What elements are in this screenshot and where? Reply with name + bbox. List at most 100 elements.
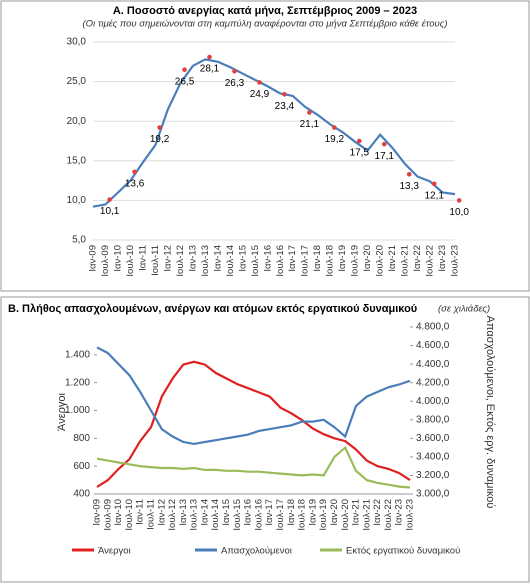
x-tick-label: Ιαν-14 [199, 499, 210, 526]
point [232, 69, 237, 74]
x-tick-label: Ιαν-17 [264, 499, 275, 526]
x-tick-label: Ιαν-13 [178, 499, 189, 526]
x-tick-label: Ιαν-20 [329, 499, 340, 526]
x-tick-label: Ιαν-22 [372, 499, 383, 526]
x-tick-label: Ιαν-12 [162, 245, 173, 272]
x-tick-label: Ιαν-17 [287, 245, 298, 272]
x-tick-label: Ιαν-09 [92, 499, 103, 526]
point [182, 67, 187, 73]
point-label: 17,1 [375, 151, 395, 162]
x-tick-label: Ιουλ-19 [350, 245, 361, 277]
x-tick-label: Ιουλ-15 [250, 245, 261, 277]
point-label: 13,6 [125, 179, 145, 190]
legend-label: Απασχολούμενοι [221, 546, 292, 557]
y2-tick-label: 3.800,0 [416, 414, 450, 425]
x-tick-label: Ιουλ-13 [189, 499, 200, 531]
point-label: 21,1 [300, 119, 320, 130]
y2-tick-label: 3.200,0 [416, 470, 450, 481]
point [431, 181, 437, 187]
x-tick-label: Ιαν-18 [286, 499, 297, 526]
point [356, 138, 362, 144]
x-tick-label: Ιαν-16 [243, 499, 254, 526]
y-tick-label: 600 [73, 461, 90, 472]
x-tick-label: Ιαν-13 [187, 245, 198, 272]
x-tick-label: Ιαν-10 [113, 499, 124, 526]
x-tick-label: Ιουλ-12 [175, 245, 186, 277]
x-tick-label: Ιαν-19 [337, 245, 348, 272]
series-line [96, 360, 411, 488]
point [157, 125, 162, 130]
x-tick-label: Ιουλ-21 [361, 499, 372, 531]
point-label: 17,5 [350, 148, 370, 159]
point [107, 197, 112, 202]
y2-tick-label: 4.600,0 [416, 340, 450, 351]
x-tick-label: Ιουλ-12 [167, 499, 178, 531]
chart-subtitle: (σε χιλιάδες) [438, 304, 490, 315]
x-tick-label: Ιαν-22 [412, 245, 423, 272]
y-tick-label: 1.400 [65, 349, 90, 360]
x-tick-label: Ιουλ-17 [275, 499, 286, 531]
point-label: 23,4 [275, 101, 295, 112]
x-tick-label: Ιαν-21 [351, 499, 362, 526]
y2-tick-label: 3.000,0 [416, 489, 450, 500]
y-tick-label: 1.000 [65, 405, 90, 416]
point [332, 125, 337, 130]
point-label: 10,0 [449, 207, 469, 218]
y-tick-label: 400 [73, 489, 90, 500]
y-tick-label: 30,0 [67, 37, 87, 48]
x-tick-label: Ιουλ-20 [375, 245, 386, 277]
point [207, 54, 212, 60]
x-tick-label: Ιουλ-23 [405, 499, 416, 531]
y2-tick-label: 4.800,0 [416, 322, 450, 333]
x-tick-label: Ιουλ-17 [300, 245, 311, 277]
point-label: 19,2 [325, 134, 345, 145]
x-tick-label: Ιαν-12 [156, 499, 167, 526]
x-tick-label: Ιαν-15 [237, 245, 248, 272]
x-tick-label: Ιουλ-20 [340, 499, 351, 531]
y-tick-label: 15,0 [67, 155, 87, 166]
series-line [96, 445, 411, 489]
x-tick-label: Ιουλ-10 [125, 245, 136, 277]
y2-tick-label: 4.400,0 [416, 359, 450, 370]
point [406, 171, 412, 177]
x-tick-label: Ιουλ-16 [275, 245, 286, 277]
x-tick-label: Ιουλ-22 [425, 245, 436, 277]
y2-tick-label: 4.000,0 [416, 396, 450, 407]
x-tick-label: Ιουλ-16 [253, 499, 264, 531]
x-tick-label: Ιαν-18 [312, 245, 323, 272]
panel-a [0, 0, 530, 292]
point [257, 80, 262, 85]
x-tick-label: Ιαν-15 [221, 499, 232, 526]
y2-tick-label: 4.200,0 [416, 377, 450, 388]
x-tick-label: Ιουλ-09 [100, 245, 111, 277]
x-tick-label: Ιαν-11 [137, 245, 148, 271]
x-tick-label: Ιουλ-11 [145, 499, 156, 530]
chart-subtitle: (Οι τιμές που σημειώνονται στη καμπύλη α… [83, 19, 448, 30]
point-label: 28,1 [200, 64, 220, 75]
point-label: 10,1 [100, 206, 120, 217]
x-tick-label: Ιαν-09 [88, 245, 99, 272]
point [381, 141, 387, 147]
chart-title: Β. Πλήθος απασχολουμένων, ανέργων και ατ… [8, 303, 417, 315]
point [132, 169, 137, 175]
y-tick-label: 1.200 [65, 377, 90, 388]
x-tick-label: Ιουλ-23 [450, 245, 461, 277]
x-tick-label: Ιουλ-19 [318, 499, 329, 531]
y-tick-label: 5,0 [72, 235, 86, 246]
x-tick-label: Ιουλ-13 [200, 245, 211, 277]
point-label: 12,1 [424, 190, 444, 201]
x-tick-label: Ιαν-20 [362, 245, 373, 272]
x-tick-label: Ιουλ-21 [400, 245, 411, 277]
x-tick-label: Ιαν-23 [437, 245, 448, 272]
x-tick-label: Ιουλ-14 [225, 245, 236, 277]
x-tick-label: Ιουλ-22 [383, 499, 394, 531]
point-label: 13,3 [399, 181, 419, 192]
series-line [96, 346, 411, 446]
series-line [92, 58, 456, 208]
x-tick-label: Ιαν-19 [307, 499, 318, 526]
x-tick-label: Ιουλ-11 [150, 245, 161, 276]
point [456, 198, 462, 203]
y-tick-label: 10,0 [67, 195, 87, 206]
legend-label: Άνεργοι [98, 546, 131, 557]
x-tick-label: Ιουλ-15 [232, 499, 243, 531]
